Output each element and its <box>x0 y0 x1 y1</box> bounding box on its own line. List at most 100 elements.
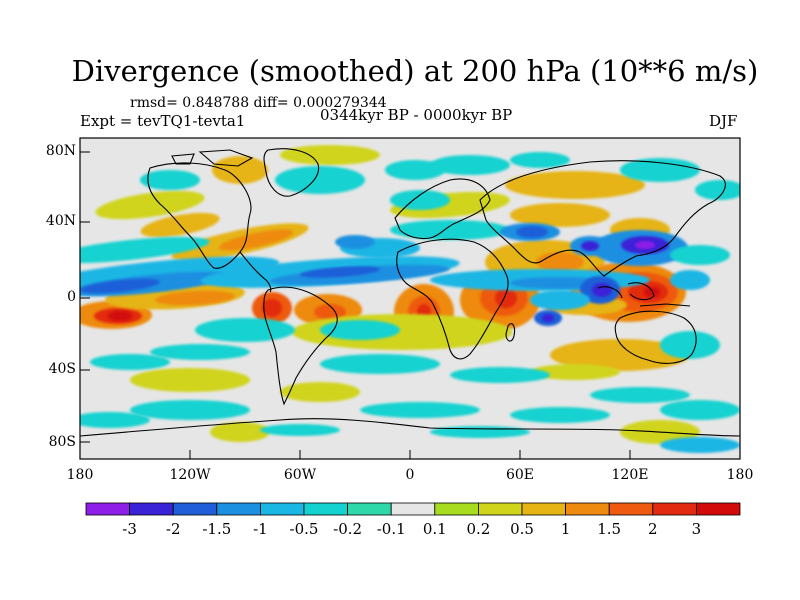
coast-south-america <box>263 286 338 406</box>
colorbar-swatch-0 <box>85 502 130 516</box>
contour-patch-2 <box>108 311 132 321</box>
contour-patch-36 <box>530 364 620 380</box>
coast-arctic-islands <box>171 149 254 167</box>
contour-patch-74 <box>150 344 250 360</box>
colorbar-swatch-12 <box>608 502 654 516</box>
contour-patch-81 <box>510 407 610 423</box>
lat-tick-40s: 40S <box>48 361 76 377</box>
contour-patch-43 <box>270 264 450 286</box>
contour-patch-68 <box>430 155 510 175</box>
coast-madagascar <box>505 323 516 342</box>
contour-patch-86 <box>90 354 170 370</box>
colorbar-swatch-14 <box>696 502 741 516</box>
colorbar-swatch-5 <box>303 502 348 516</box>
colorbar-label-12: 2 <box>648 520 658 538</box>
contour-patch-12 <box>314 304 346 320</box>
contour-patch-32 <box>212 156 268 184</box>
colorbar-label-0: -3 <box>122 520 137 538</box>
contour-patch-35 <box>280 382 360 402</box>
colorbar-label-4: -0.5 <box>289 520 319 538</box>
contour-patch-48 <box>592 283 612 297</box>
contour-patch-18 <box>495 288 517 308</box>
coast-europe <box>394 178 491 240</box>
contour-patch-72 <box>670 245 730 265</box>
colorbar-label-6: -0.1 <box>376 520 406 538</box>
lon-tick-60e: 60E <box>505 467 535 483</box>
contour-patch-73 <box>670 270 710 290</box>
colorbar-label-5: -0.2 <box>333 520 363 538</box>
lat-tick-40n: 40N <box>45 213 76 229</box>
contour-patch-78 <box>130 400 250 420</box>
contour-patch-82 <box>660 400 740 420</box>
lon-tick-180w: 180 <box>66 467 94 483</box>
contour-patch-27 <box>550 339 690 371</box>
contour-patch-66 <box>275 166 365 194</box>
coast-greenland <box>263 148 320 197</box>
contour-patch-71 <box>695 180 740 200</box>
lon-tick-120w: 120W <box>169 467 211 483</box>
colorbar-swatch-13 <box>652 502 697 516</box>
contour-patch-85 <box>660 437 740 453</box>
colorbar-label-7: 0.1 <box>422 520 447 538</box>
contour-patch-4 <box>155 290 235 306</box>
contour-patch-65 <box>80 237 210 263</box>
contour-patch-30 <box>510 203 610 227</box>
lon-tick-180e: 180 <box>726 467 754 483</box>
contour-patch-58 <box>516 226 548 238</box>
coast-asia <box>479 160 726 277</box>
contour-patch-80 <box>80 412 150 428</box>
coast-australia <box>614 310 697 364</box>
colorbar-swatch-7 <box>390 502 436 516</box>
colorbar-label-11: 1.5 <box>597 520 622 538</box>
colorbar-label-2: -1.5 <box>202 520 232 538</box>
contour-patch-41 <box>80 278 160 294</box>
contour-patch-75 <box>320 354 440 374</box>
season-label: DJF <box>709 112 738 130</box>
contour-patch-6 <box>218 229 294 251</box>
contour-patch-69 <box>510 152 570 168</box>
lon-tick-0: 0 <box>405 467 415 483</box>
contour-patch-63 <box>195 318 295 342</box>
colorbar-swatch-9 <box>477 502 523 516</box>
contour-patch-77 <box>590 387 690 403</box>
colorbar-swatch-3 <box>216 502 261 516</box>
colorbar-label-9: 0.5 <box>510 520 534 538</box>
coastlines <box>80 148 740 437</box>
colorbar-label-3: -1 <box>253 520 268 538</box>
colorbar-label-8: 0.2 <box>466 520 491 538</box>
colorbar-swatch-8 <box>434 502 479 516</box>
experiment-label: Expt = tevTQ1-tevta1 <box>80 112 246 130</box>
lat-tick-80s: 80S <box>48 434 76 450</box>
colorbar <box>85 502 741 516</box>
contour-patch-88 <box>390 190 450 210</box>
contour-patch-53 <box>581 241 599 251</box>
contour-patch-62 <box>320 320 400 340</box>
colorbar-swatch-4 <box>259 502 305 516</box>
contour-patch-84 <box>430 426 530 438</box>
axis-ticks <box>79 151 741 459</box>
contour-patch-20 <box>536 252 584 272</box>
coast-antarctica <box>80 418 740 437</box>
stats-label: rmsd= 0.848788 diff= 0.000279344 <box>130 95 387 111</box>
contour-patch-70 <box>620 158 700 182</box>
period-label: 0344kyr BP - 0000kyr BP <box>320 106 513 124</box>
lon-tick-120e: 120E <box>611 467 649 483</box>
colorbar-swatch-11 <box>565 502 610 516</box>
contour-patch-24 <box>644 287 660 297</box>
colorbar-swatch-10 <box>521 502 566 516</box>
contour-patch-83 <box>260 424 340 436</box>
contour-patch-33 <box>280 145 380 165</box>
colorbar-swatch-2 <box>172 502 218 516</box>
lat-tick-0: 0 <box>67 289 76 305</box>
coast-africa <box>396 238 509 360</box>
chart-title: Divergence (smoothed) at 200 hPa (10**6 … <box>71 54 759 88</box>
contour-patch-7 <box>95 190 205 220</box>
contour-patch-34 <box>130 368 250 392</box>
contour-patch-28 <box>505 171 645 199</box>
colorbar-swatch-1 <box>129 502 174 516</box>
contour-patch-64 <box>660 331 720 359</box>
colorbar-label-10: 1 <box>560 520 571 538</box>
contour-patch-37 <box>210 422 270 442</box>
contour-patch-61 <box>542 314 554 322</box>
